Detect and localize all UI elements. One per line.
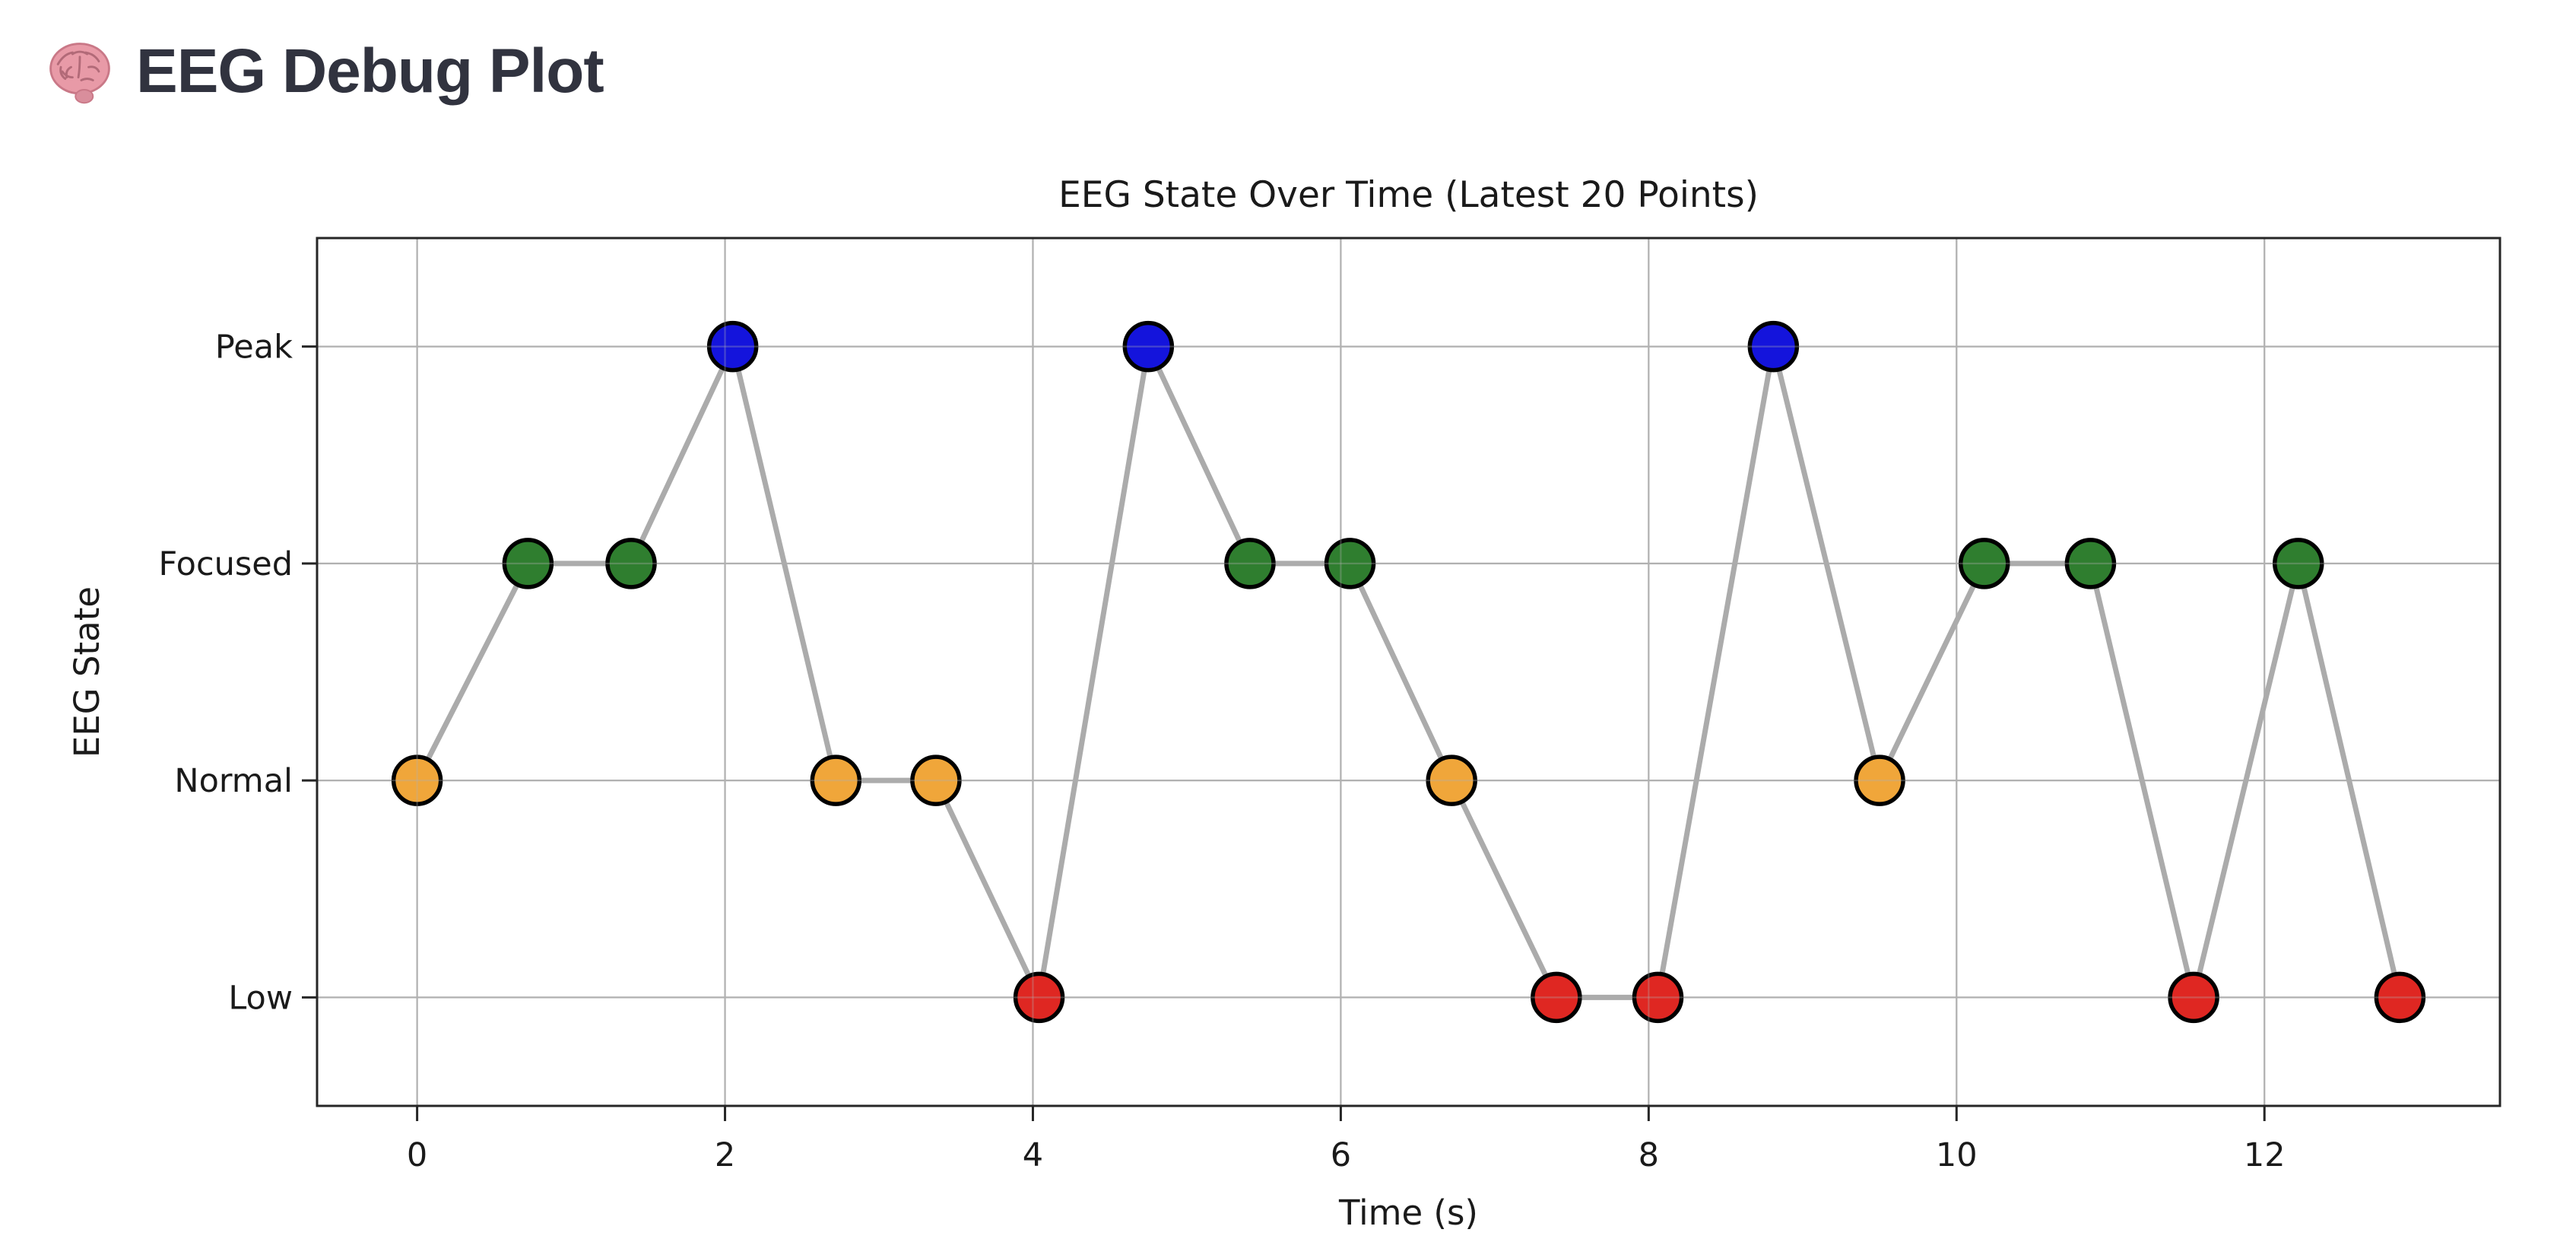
data-point-low xyxy=(2168,971,2219,1024)
data-point-normal xyxy=(391,754,443,806)
y-tick-label: Peak xyxy=(215,329,293,367)
y-tick-label: Focused xyxy=(158,545,293,583)
data-point-normal xyxy=(1854,754,1905,806)
data-point-focused xyxy=(2273,538,2324,589)
x-tick-label: 12 xyxy=(2244,1136,2286,1174)
page-title: EEG Debug Plot xyxy=(136,36,604,106)
y-tick-label: Normal xyxy=(174,762,293,800)
chart-title: EEG State Over Time (Latest 20 Points) xyxy=(1058,174,1759,216)
data-point-low xyxy=(1632,971,1684,1024)
x-tick-label: 6 xyxy=(1331,1136,1351,1174)
plot-border xyxy=(316,237,2501,1107)
data-point-peak xyxy=(706,320,759,373)
data-point-focused xyxy=(502,538,554,589)
data-point-peak xyxy=(1747,320,1800,373)
x-tick-label: 0 xyxy=(407,1136,427,1174)
y-tick-label: Low xyxy=(228,979,293,1017)
data-point-focused xyxy=(1958,538,2010,589)
data-point-peak xyxy=(1122,320,1175,373)
page-header: EEG Debug Plot xyxy=(43,35,604,108)
x-axis-label: Time (s) xyxy=(1338,1193,1478,1233)
data-point-low xyxy=(1531,971,1582,1024)
x-tick-label: 4 xyxy=(1023,1136,1043,1174)
data-point-focused xyxy=(2064,538,2117,589)
data-point-normal xyxy=(810,754,862,806)
x-tick-label: 2 xyxy=(715,1136,735,1174)
brain-emoji-icon xyxy=(49,43,110,104)
data-point-normal xyxy=(910,754,962,806)
data-point-focused xyxy=(1324,538,1376,589)
y-axis-label: EEG State xyxy=(67,586,107,758)
x-tick-label: 10 xyxy=(1936,1136,1978,1174)
data-point-low xyxy=(1013,971,1065,1024)
x-tick-label: 8 xyxy=(1639,1136,1659,1174)
data-point-focused xyxy=(1224,538,1276,589)
data-point-focused xyxy=(605,538,657,589)
data-point-low xyxy=(2374,971,2426,1024)
eeg-series-line xyxy=(414,337,2403,1006)
data-point-normal xyxy=(1426,754,1477,806)
